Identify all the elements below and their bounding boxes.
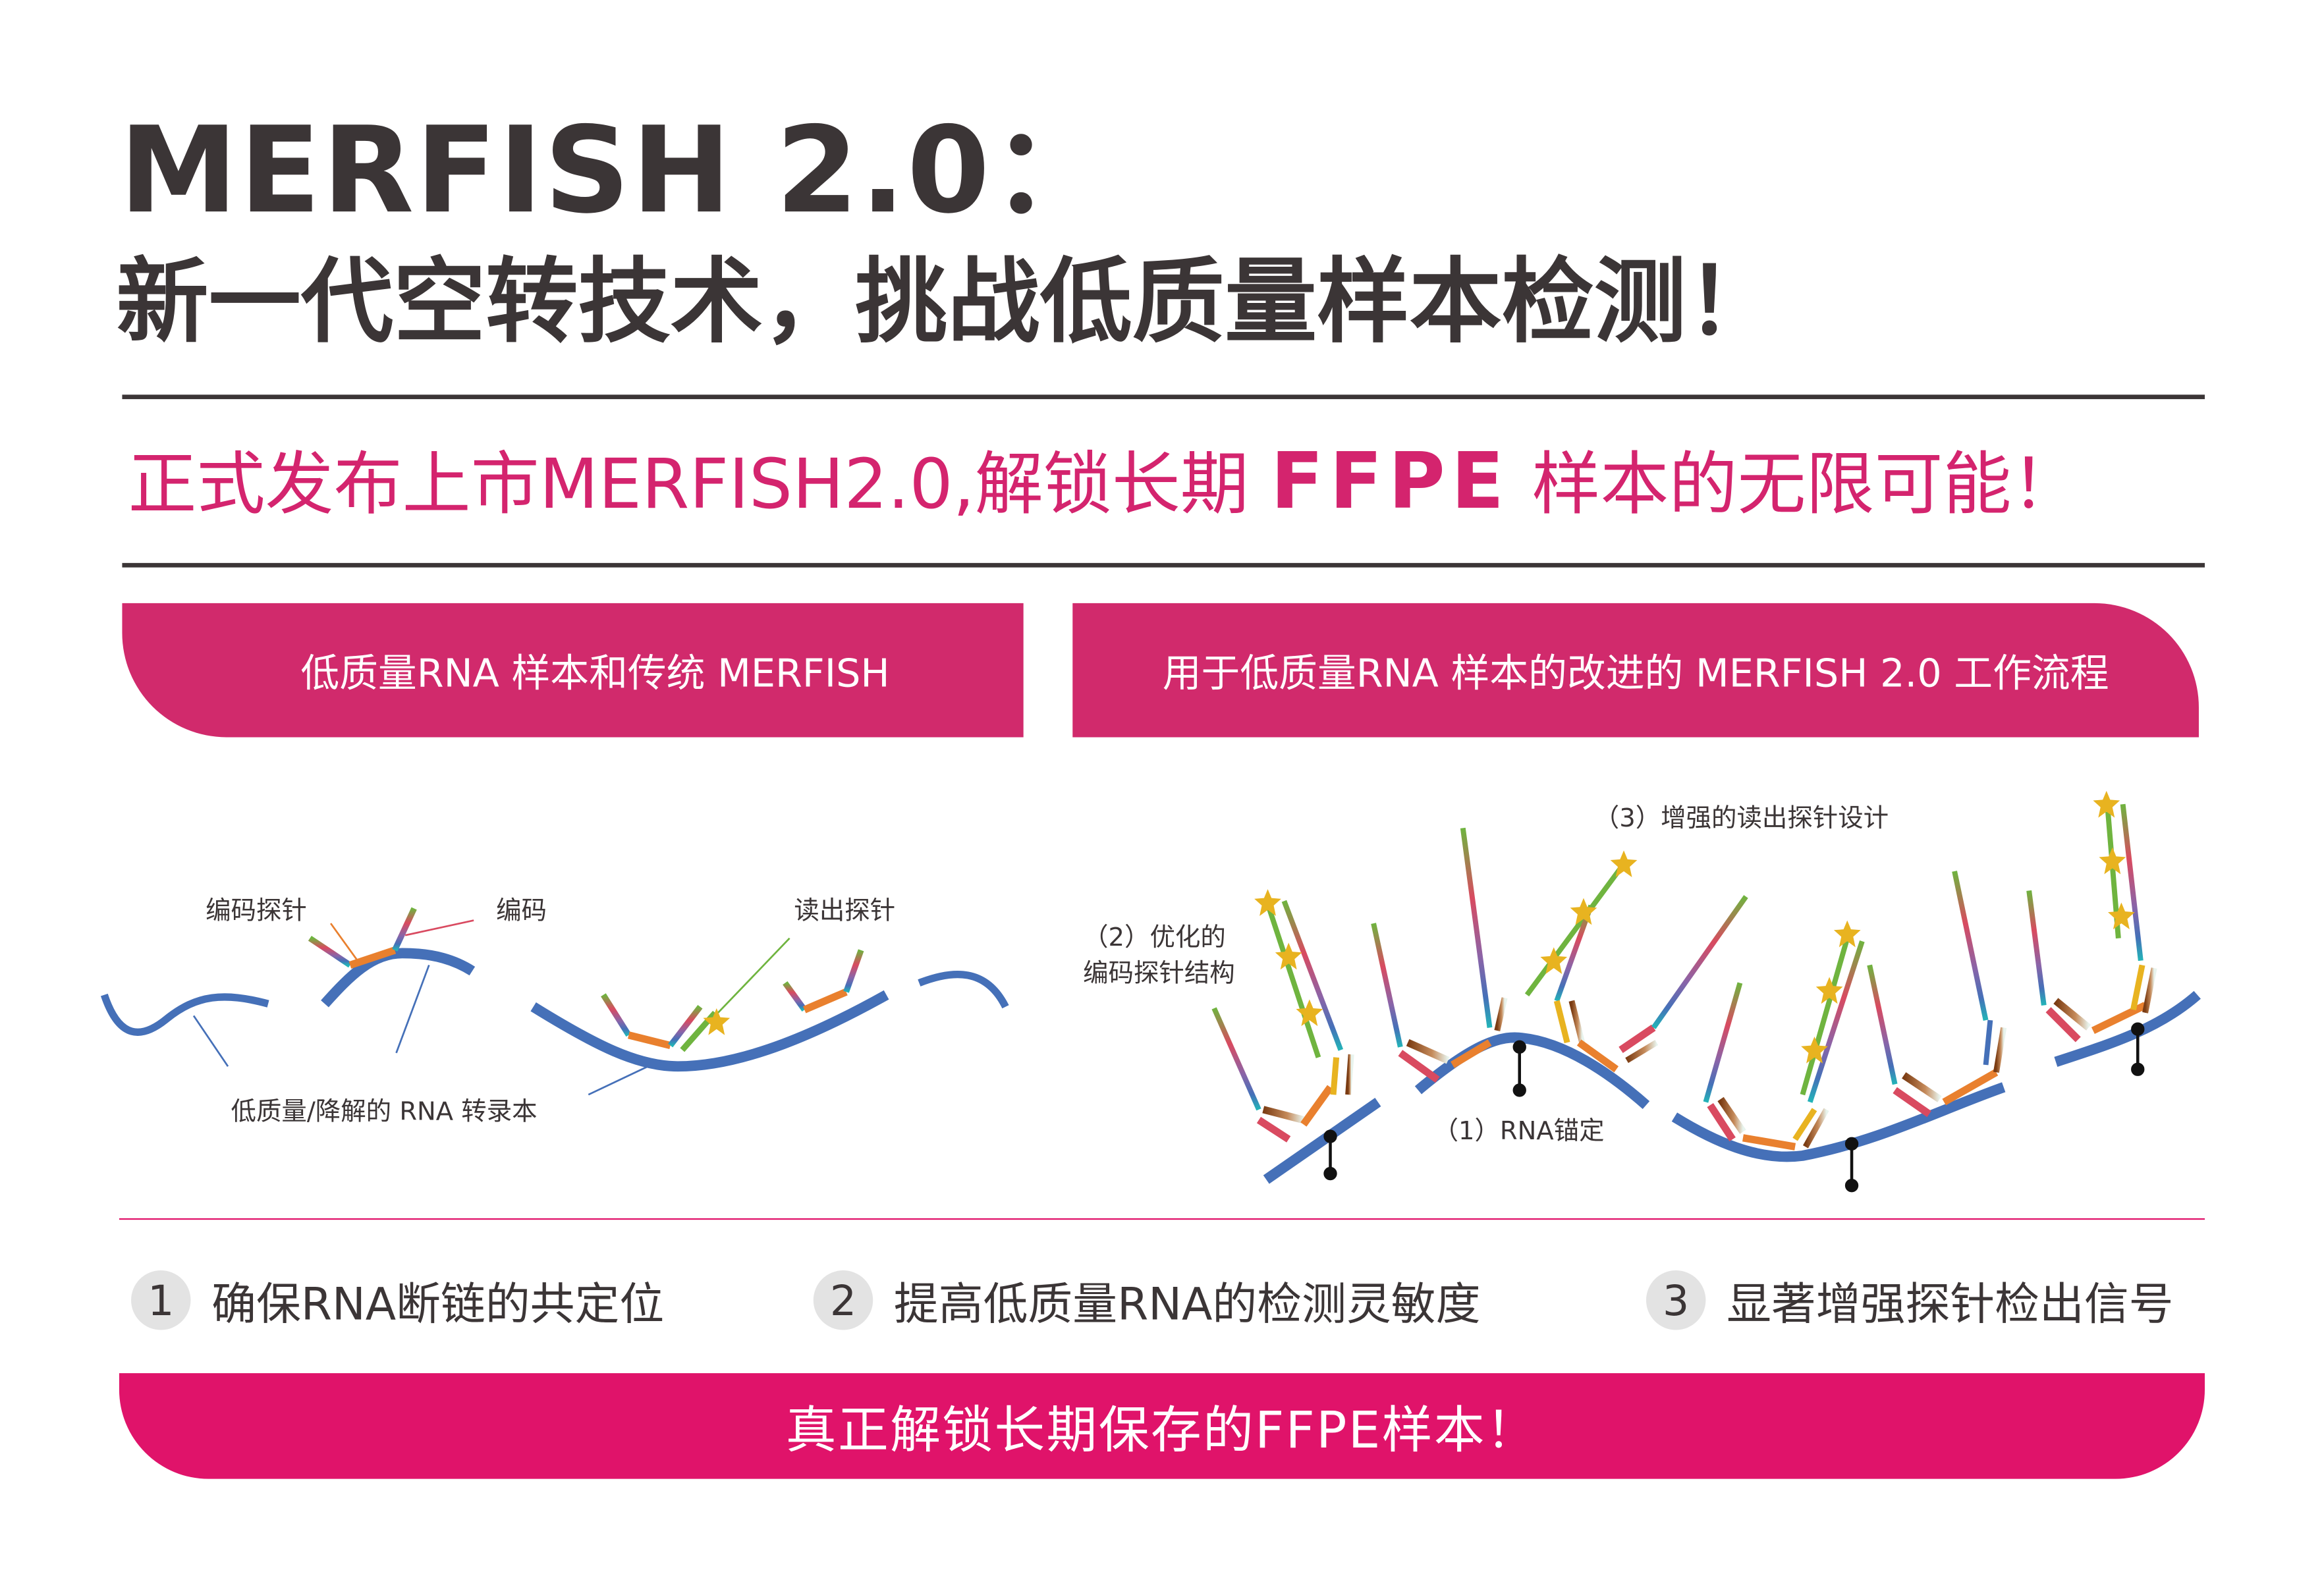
anchors	[1323, 1022, 2145, 1193]
page-title: MERFISH 2.0：	[119, 101, 1113, 240]
left-probes	[308, 907, 864, 1052]
step-2: 2 提高低质量RNA的检测灵敏度	[813, 1268, 1481, 1334]
star-icon	[2108, 902, 2135, 930]
step-number: 1	[131, 1270, 191, 1330]
label-optimized-line1: （2）优化的	[1083, 923, 1226, 952]
section-header-label: 低质量RNA 样本和传统 MERFISH	[300, 651, 890, 697]
step-1: 1 确保RNA断链的共定位	[131, 1268, 664, 1334]
headline-part: 样本的无限可能！	[1510, 443, 2080, 525]
section-header-merfish2: 用于低质量RNA 样本的改进的 MERFISH 2.0 工作流程	[1072, 603, 2199, 738]
label-optimized-line2: 编码探针结构	[1083, 958, 1235, 988]
label-transcript: 低质量/降解的 RNA 转录本	[231, 1097, 538, 1127]
step-label: 确保RNA断链的共定位	[211, 1279, 665, 1332]
section-header-label: 用于低质量RNA 样本的改进的 MERFISH 2.0 工作流程	[1162, 651, 2109, 697]
footer-label: 真正解锁长期保存的FFPE样本！	[785, 1401, 1539, 1461]
footer-banner: 真正解锁长期保存的FFPE样本！	[119, 1373, 2205, 1479]
headline-part: 正式发布上市MERFISH2.0,解锁长期	[128, 443, 1271, 525]
right-probes	[1211, 803, 2157, 1150]
label-readout-probe: 读出探针	[794, 896, 895, 925]
divider	[122, 394, 2205, 400]
headline-ffpe: FFPE	[1270, 437, 1510, 528]
divider	[122, 562, 2205, 568]
label-encoding-probe: 编码探针	[206, 896, 307, 925]
left-rna-strands	[100, 948, 1009, 1096]
step-label: 显著增强探针检出信号	[1727, 1279, 2174, 1332]
page-subtitle: 新一代空转技术，挑战低质量样本检测！	[116, 247, 1779, 356]
step-label: 提高低质量RNA的检测灵敏度	[893, 1279, 1481, 1332]
label-encoding: 编码	[496, 896, 547, 925]
step-3: 3 显著增强探针检出信号	[1646, 1268, 2174, 1334]
step-number: 3	[1646, 1270, 1706, 1330]
step-number: 2	[813, 1270, 873, 1330]
headline: 正式发布上市MERFISH2.0,解锁长期 FFPE 样本的无限可能！	[128, 435, 2080, 531]
label-rna-anchoring: （1）RNA锚定	[1433, 1116, 1605, 1146]
divider	[119, 1218, 2205, 1220]
label-readout-design: （3）增强的读出探针设计	[1594, 803, 1889, 833]
section-header-traditional: 低质量RNA 样本和传统 MERFISH	[122, 603, 1024, 738]
